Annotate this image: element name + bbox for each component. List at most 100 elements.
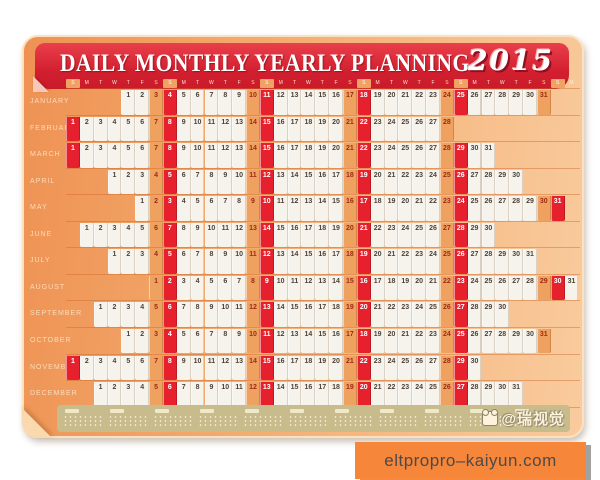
- weekday-letter: W: [209, 80, 214, 86]
- day-cell: 7: [218, 196, 233, 221]
- day-cell: 16: [301, 382, 316, 407]
- mini-month-grid: [333, 415, 372, 428]
- day-cell: 24: [453, 196, 468, 221]
- day-cell: 13: [301, 196, 316, 221]
- day-cell: 26: [412, 355, 427, 380]
- mini-month: [288, 408, 328, 429]
- day-cell: 2: [107, 382, 122, 407]
- day-cell: 14: [301, 90, 316, 115]
- weekday-letter: F: [140, 80, 144, 86]
- month-row: SEPTEMBER 1 2 3 4 5 6 7 8 9 10 11 12 13 14 15 16 17 18 19 20…: [30, 300, 580, 327]
- day-cell: 5: [162, 169, 177, 195]
- day-cell: 30: [509, 249, 524, 274]
- weekday-letter: M: [569, 80, 574, 86]
- day-cell: 16: [315, 249, 330, 274]
- day-cell: 29: [509, 90, 524, 115]
- month-row: DECEMBER 1 2 3 4 5 6 7 8 9 10 11 12 13 14 15 16 17 18 19 20 2…: [30, 380, 580, 407]
- month-row: OCTOBER 1 2 3 4 5 6 7 8 9 10 11 12 13 14 15 16 17 18 19 20 21…: [30, 326, 580, 354]
- day-cell: 14: [259, 222, 274, 248]
- mini-month-label: [515, 409, 529, 413]
- day-cell: 16: [329, 90, 343, 115]
- day-cell: 30: [523, 328, 537, 354]
- day-cell: 11: [232, 302, 247, 327]
- day-cell: 24: [426, 249, 440, 274]
- day-cell: 3: [93, 143, 108, 168]
- day-cell: 26: [495, 275, 510, 301]
- day-cell: 1: [121, 90, 136, 115]
- day-cell: 17: [315, 382, 330, 407]
- day-cell: 20: [343, 222, 357, 248]
- day-cell: 12: [259, 169, 274, 195]
- day-cell: 16: [315, 169, 330, 195]
- day-cell: 8: [204, 249, 219, 274]
- day-cell: 6: [162, 382, 177, 407]
- day-cell: 4: [149, 249, 163, 274]
- weekday-letter: T: [126, 80, 130, 86]
- day-cell: 4: [121, 222, 136, 248]
- day-cell: 20: [329, 355, 343, 380]
- mini-month-grid: [153, 415, 192, 428]
- day-cell: 23: [384, 222, 399, 248]
- day-cell: 3: [162, 196, 177, 221]
- day-cell: 8: [232, 196, 247, 221]
- day-cell: 28: [509, 196, 524, 221]
- day-cell: 31: [536, 328, 551, 354]
- day-cell: 3: [121, 382, 136, 407]
- day-cell: 19: [356, 249, 371, 274]
- day-cell: 10: [204, 222, 219, 248]
- weekday-letter: F: [431, 80, 435, 86]
- day-cell: 4: [162, 328, 177, 354]
- day-cell: 14: [273, 382, 288, 407]
- weekday-letter: S: [356, 79, 371, 88]
- day-cell: 9: [204, 382, 219, 407]
- weekday-letter: S: [66, 79, 80, 88]
- day-cell: 4: [135, 302, 150, 327]
- weekday-letter: T: [389, 80, 393, 86]
- day-cell: 21: [343, 116, 357, 142]
- day-cell: 17: [356, 196, 371, 221]
- day-cell: 13: [259, 302, 274, 327]
- day-cell: 16: [287, 222, 302, 248]
- day-cell: 23: [398, 302, 413, 327]
- day-cell: 30: [536, 196, 551, 221]
- day-cell: 10: [232, 249, 247, 274]
- day-cell: 13: [259, 382, 274, 407]
- mini-month-label: [335, 409, 349, 413]
- day-cell: 19: [343, 382, 357, 407]
- day-cell: 14: [246, 355, 260, 380]
- day-cell: 17: [315, 302, 330, 327]
- day-cell: 26: [481, 196, 496, 221]
- day-cell: 15: [259, 355, 274, 380]
- day-cell: 8: [204, 169, 219, 195]
- day-cell: 1: [93, 302, 108, 327]
- day-cell: 1: [66, 116, 80, 142]
- day-cell: 14: [246, 116, 260, 142]
- day-cell: 6: [149, 222, 163, 248]
- day-cell: 19: [315, 116, 330, 142]
- day-cell: 13: [232, 143, 247, 168]
- day-cell: 20: [384, 90, 399, 115]
- photographer-watermark: @瑞视觉: [482, 408, 565, 429]
- day-cell: 5: [149, 302, 163, 327]
- month-label: MARCH: [30, 151, 61, 159]
- day-cell: 11: [246, 169, 260, 195]
- day-cell: 17: [343, 328, 357, 354]
- day-cell: 22: [356, 355, 371, 380]
- day-cell: 29: [495, 169, 510, 195]
- day-cell: 2: [135, 328, 150, 354]
- year-label: 2015: [468, 44, 554, 77]
- mini-month-grid: [243, 415, 282, 428]
- day-cell: 18: [301, 116, 316, 142]
- day-cell: 18: [301, 355, 316, 380]
- day-cell: 1: [79, 222, 94, 248]
- day-cell: 28: [495, 328, 510, 354]
- calendar-grid: JANUARY 1 2 3 4 5 6 7 8 9 10 11 12 13 14 15 16 17 18 19 20 21…: [30, 88, 580, 408]
- day-cell: 15: [287, 382, 302, 407]
- day-cell: 18: [384, 275, 399, 301]
- day-cell: 8: [218, 328, 233, 354]
- day-cell: 27: [439, 222, 454, 248]
- day-cell: 21: [384, 249, 399, 274]
- mini-month-grid: [198, 415, 237, 428]
